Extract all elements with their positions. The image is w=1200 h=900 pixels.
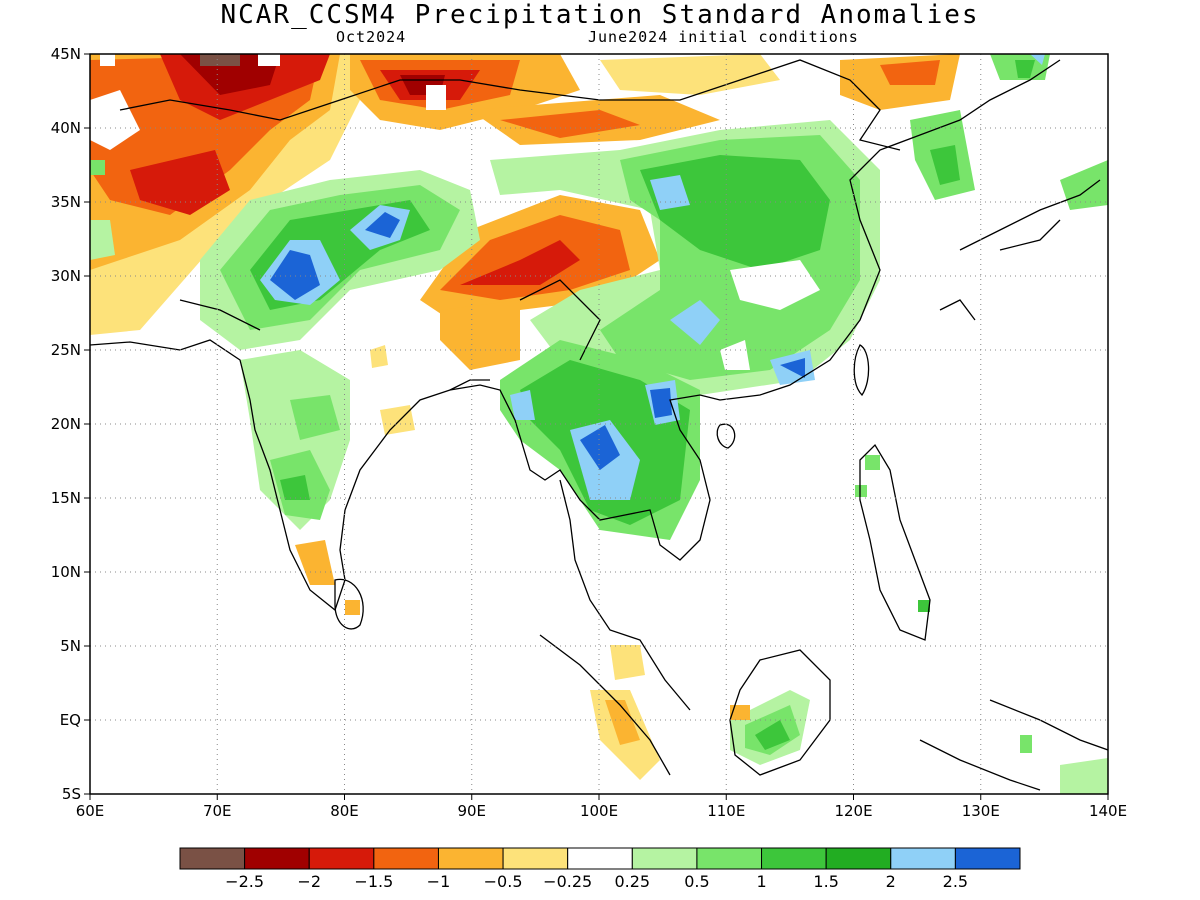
lat-tick-label: 5N	[60, 637, 81, 655]
lon-tick-label: 90E	[457, 802, 486, 820]
colorbar-swatch	[954, 847, 1021, 870]
colorbar-label: −1	[427, 872, 451, 891]
chart-title: NCAR_CCSM4 Precipitation Standard Anomal…	[220, 0, 980, 30]
colorbar-swatch	[761, 847, 827, 870]
colorbar: −2.5 −2 −1.5 −1 −0.5 −0.25 0.25 0.5 1 1.5 2 2.5	[179, 847, 1021, 891]
coastlines	[90, 59, 1108, 791]
lon-tick-label: 130E	[962, 802, 1000, 820]
lat-tick-label: 15N	[51, 489, 81, 507]
colorbar-label: 0.5	[684, 872, 709, 891]
colorbar-swatch	[567, 847, 633, 870]
axes: 60E 70E 80E 90E 100E 110E 120E 130E 140E 45N 40N 35…	[51, 45, 1127, 820]
colorbar-swatch	[825, 847, 892, 870]
lat-tick-label: 45N	[51, 45, 81, 63]
colorbar-swatch	[696, 847, 763, 870]
colorbar-swatch	[437, 847, 504, 870]
lon-tick-label: 120E	[834, 802, 872, 820]
lat-tick-label: 30N	[51, 267, 81, 285]
lat-tick-label: 10N	[51, 563, 81, 581]
colorbar-label: −1.5	[354, 872, 393, 891]
colorbar-label: 1.5	[813, 872, 838, 891]
lon-tick-label: 60E	[76, 802, 105, 820]
lat-tick-label: 35N	[51, 193, 81, 211]
colorbar-swatch	[308, 847, 375, 870]
colorbar-label: 2	[886, 872, 896, 891]
forecast-month: Oct2024	[336, 28, 407, 46]
lon-tick-label: 100E	[580, 802, 618, 820]
colorbar-swatch	[502, 847, 569, 870]
colorbar-swatch	[179, 847, 246, 870]
anomaly-shading	[90, 54, 1108, 794]
lon-tick-label: 70E	[203, 802, 232, 820]
lat-tick-label: 20N	[51, 415, 81, 433]
lat-tick-label: 25N	[51, 341, 81, 359]
colorbar-label: 2.5	[943, 872, 968, 891]
colorbar-label: −0.25	[543, 872, 592, 891]
lon-tick-label: 80E	[330, 802, 359, 820]
lat-tick-label: 40N	[51, 119, 81, 137]
colorbar-label: 0.25	[614, 872, 650, 891]
colorbar-swatch	[373, 847, 439, 870]
grid-lines	[90, 54, 1108, 794]
colorbar-swatch	[244, 847, 310, 870]
lat-tick-label: 5S	[62, 785, 81, 803]
colorbar-label: 1	[756, 872, 766, 891]
colorbar-swatch	[890, 847, 956, 870]
colorbar-label: −0.5	[484, 872, 523, 891]
colorbar-swatch	[631, 847, 698, 870]
colorbar-label: −2	[297, 872, 321, 891]
lat-tick-label: EQ	[60, 711, 81, 729]
lon-tick-label: 110E	[707, 802, 745, 820]
colorbar-label: −2.5	[225, 872, 264, 891]
lon-tick-label: 140E	[1089, 802, 1127, 820]
initial-conditions-label: June2024 initial conditions	[588, 28, 859, 46]
